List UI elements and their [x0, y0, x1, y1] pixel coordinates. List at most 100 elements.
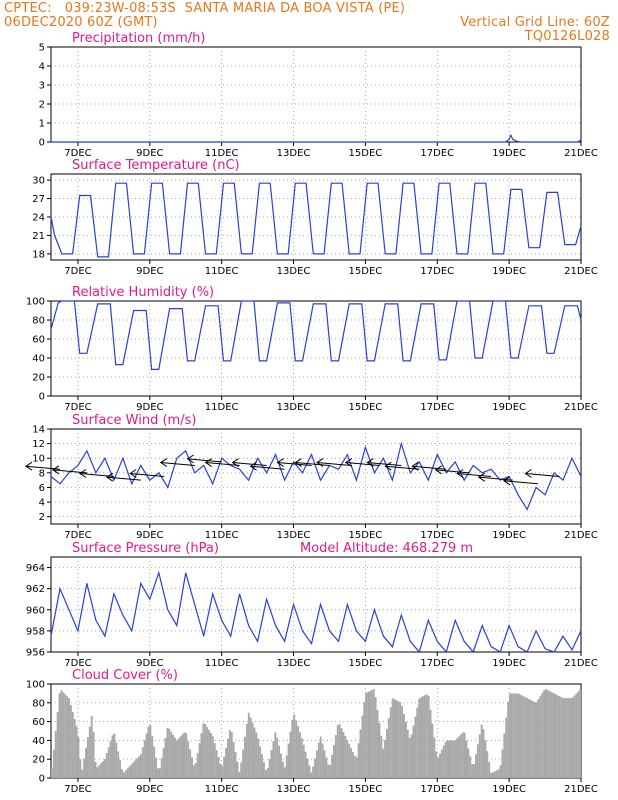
cloud-bar	[473, 764, 475, 778]
cloud-bar	[457, 736, 460, 778]
cloud-bar	[287, 743, 290, 778]
cloud-bar	[122, 772, 125, 778]
series-line	[50, 441, 582, 511]
cloud-bar	[374, 697, 377, 778]
cloud-bar	[166, 728, 169, 778]
cloud-bar	[351, 751, 354, 778]
cloud-bar	[223, 756, 226, 778]
wind-arrowhead	[186, 454, 194, 464]
cloud-bar	[425, 694, 428, 778]
cloud-bar	[492, 772, 494, 778]
cloud-bar	[444, 741, 447, 778]
x-tick-label: 13DEC	[277, 266, 311, 277]
cloud-bar	[293, 714, 296, 778]
cloud-bar	[88, 726, 91, 778]
wind-arrowhead	[52, 465, 60, 475]
y-tick-label: 100	[26, 297, 45, 308]
cloud-bar	[232, 741, 235, 778]
cloud-bar	[208, 729, 210, 778]
cloud-bar	[60, 690, 63, 778]
cloud-bar	[121, 769, 123, 778]
y-tick-label: 964	[26, 563, 45, 574]
y-tick-label: 2	[39, 512, 45, 523]
cloud-bar	[391, 698, 394, 778]
cloud-bar	[386, 729, 388, 778]
y-tick-label: 20	[32, 755, 45, 766]
cloud-bar	[238, 771, 241, 778]
cloud-bar	[317, 742, 320, 778]
cloud-bar	[575, 693, 578, 778]
cloud-bar	[308, 765, 311, 778]
y-tick-label: 18	[32, 249, 45, 260]
cloud-bar	[361, 715, 364, 778]
cloud-bar	[573, 695, 576, 778]
cloud-bar	[579, 689, 581, 778]
cloud-bar	[450, 740, 453, 778]
x-tick-label: 15DEC	[349, 784, 383, 795]
x-tick-label: 7DEC	[64, 266, 91, 277]
station-header: CPTEC: 039:23W-08:53S SANTA MARIA DA BOA…	[4, 1, 406, 16]
cloud-bar	[96, 767, 99, 778]
cloud-bar	[476, 744, 479, 778]
wind-arrowhead	[105, 472, 114, 482]
cloud-bar	[437, 757, 440, 778]
cloud-bar	[187, 741, 190, 778]
cloud-bar	[274, 732, 277, 778]
x-tick-label: 17DEC	[420, 784, 454, 795]
cloud-bar	[378, 722, 381, 778]
cloud-bar	[577, 691, 580, 778]
x-tick-label: 19DEC	[492, 784, 526, 795]
cloud-bar	[236, 761, 239, 778]
cloud-bar	[90, 715, 93, 778]
cloud-bar	[319, 736, 322, 778]
wind-arrowhead	[159, 458, 168, 467]
cloud-bar	[263, 762, 265, 778]
cloud-bar	[291, 719, 294, 778]
wind-arrowhead	[366, 458, 374, 467]
wind-arrowhead	[204, 458, 212, 467]
cloud-bar	[164, 738, 167, 778]
cloud-bar	[174, 737, 176, 778]
cloud-bar	[522, 696, 525, 778]
cloud-bar	[556, 695, 559, 778]
cloud-bar	[247, 712, 250, 778]
wind-arrowhead	[384, 461, 392, 471]
cloud-bar	[395, 700, 398, 778]
cloud-bar	[215, 750, 218, 778]
panel-title: Surface Pressure (hPa)	[72, 541, 219, 556]
y-tick-label: 40	[32, 736, 45, 747]
wind-arrow	[412, 465, 447, 470]
cloud-bar	[387, 718, 390, 778]
cloud-bar	[552, 693, 555, 778]
x-tick-label: 11DEC	[205, 784, 239, 795]
wind-arrow	[503, 480, 538, 485]
wind-arrow	[250, 465, 285, 470]
cloud-bar	[550, 692, 553, 778]
cloud-bar	[340, 728, 343, 778]
cloud-bar	[94, 761, 97, 778]
x-tick-label: 7DEC	[64, 658, 91, 669]
cloud-bar	[192, 765, 195, 778]
cloud-bar	[452, 740, 455, 778]
cloud-bar	[189, 749, 192, 778]
cloud-bar	[367, 692, 369, 778]
cloud-bar	[348, 743, 351, 778]
wind-arrowhead	[78, 469, 87, 478]
x-tick-label: 9DEC	[136, 266, 163, 277]
cloud-bar	[257, 738, 260, 778]
cloud-bar	[71, 712, 74, 778]
wind-arrowhead	[25, 461, 33, 471]
cloud-bar	[565, 698, 568, 778]
cloud-bar	[253, 727, 256, 778]
wind-arrow	[130, 473, 165, 477]
cloud-bar	[404, 721, 407, 778]
cloud-bar	[433, 737, 436, 778]
cloud-bar	[58, 693, 61, 778]
x-tick-label: 15DEC	[349, 266, 383, 277]
cloud-bar	[278, 745, 281, 778]
wind-arrowhead	[316, 458, 324, 467]
cloud-bar	[316, 750, 318, 778]
series-line	[50, 182, 582, 258]
cloud-bar	[429, 709, 432, 778]
cloud-bar	[342, 732, 345, 778]
